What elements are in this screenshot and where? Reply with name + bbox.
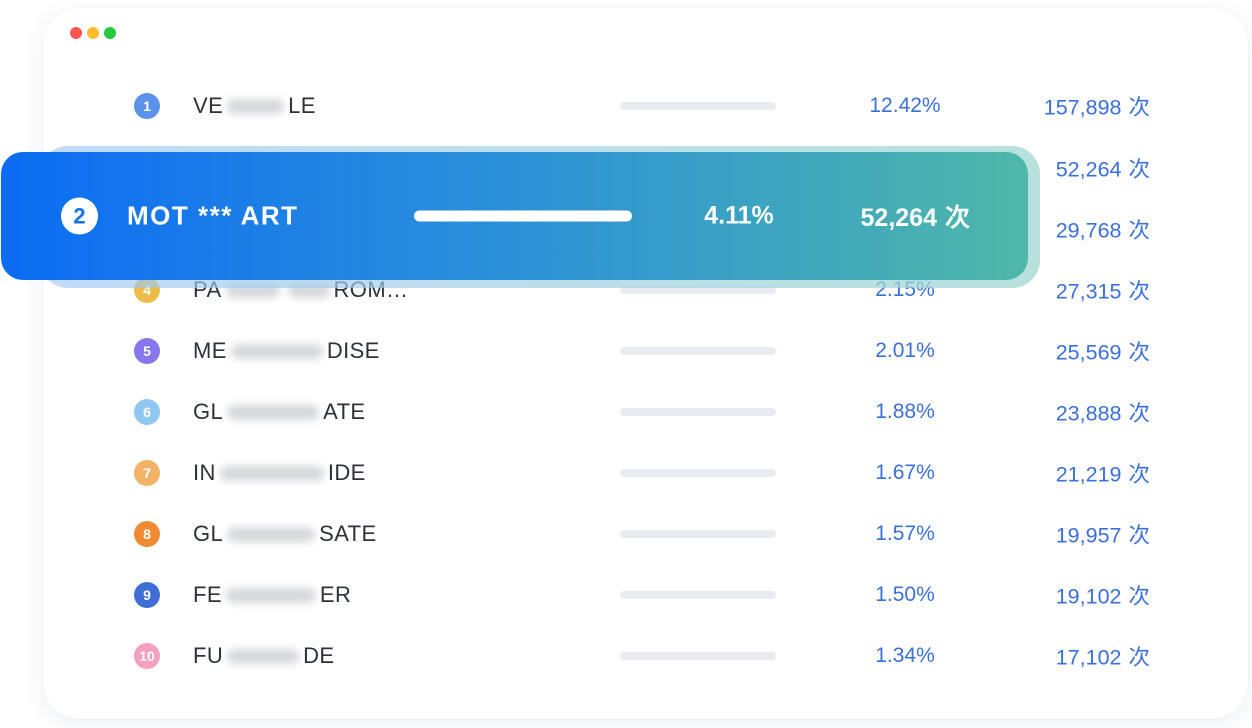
count-value: 17,102 次 [1055, 645, 1150, 670]
window-controls [70, 27, 116, 39]
app-window: 1 VE LE 12.42% 157,898 次 52,264 次 29,768 次 4… [43, 8, 1248, 719]
percent-value: 2.01% [875, 339, 935, 362]
list-item[interactable]: 9 FE ER 1.50% 19,102 次 [43, 577, 1248, 613]
rank-badge: 7 [134, 460, 160, 486]
keyword-label: GL SATE [193, 521, 377, 546]
count-value: 157,898 次 [1043, 95, 1150, 120]
count-value: 27,315 次 [1055, 279, 1150, 304]
keyword-label: FU DE [193, 643, 335, 668]
count-value: 25,569 次 [1055, 340, 1150, 365]
rank-badge: 1 [134, 93, 160, 119]
count-value: 29,768 次 [1055, 218, 1150, 243]
minimize-button[interactable] [87, 27, 99, 39]
rank-badge: 2 [61, 197, 98, 235]
percent-value: 4.11% [704, 201, 774, 230]
keyword-label: VE LE [193, 93, 316, 118]
count-value: 52,264 次 [1055, 157, 1150, 182]
list-item[interactable]: 29,768 次 [43, 211, 1248, 247]
list-item[interactable]: 8 GL SATE 1.57% 19,957 次 [43, 516, 1248, 552]
percent-value: 1.67% [875, 461, 935, 484]
count-value: 23,888 次 [1055, 401, 1150, 426]
progress-bar [414, 210, 632, 222]
rank-badge: 6 [134, 399, 160, 425]
count-value: 19,957 次 [1055, 523, 1150, 548]
count-value: 19,102 次 [1055, 584, 1150, 609]
rank-badge: 10 [134, 643, 160, 669]
keyword-label: MOT *** ART [127, 200, 299, 231]
percent-value: 1.88% [875, 400, 935, 423]
percent-value: 1.34% [875, 644, 935, 667]
progress-bar [620, 286, 776, 294]
progress-bar [620, 102, 776, 110]
progress-bar [620, 347, 776, 355]
zoom-button[interactable] [104, 27, 116, 39]
progress-bar [620, 530, 776, 538]
keyword-label: FE ER [193, 582, 352, 607]
count-value: 21,219 次 [1055, 462, 1150, 487]
percent-value: 1.50% [875, 583, 935, 606]
list-item[interactable]: 1 VE LE 12.42% 157,898 次 [43, 88, 1248, 124]
percent-value: 12.42% [869, 94, 941, 117]
rank-badge: 9 [134, 582, 160, 608]
count-unit: 次 [944, 204, 970, 232]
keyword-label: ME DISE [193, 338, 380, 363]
list-item[interactable]: 6 GL ATE 1.88% 23,888 次 [43, 394, 1248, 430]
list-item[interactable]: 52,264 次 [43, 150, 1248, 186]
list-item[interactable]: 10 FU DE 1.34% 17,102 次 [43, 638, 1248, 674]
rank-badge: 5 [134, 338, 160, 364]
progress-bar [620, 591, 776, 599]
highlighted-row-card[interactable]: 2 MOT *** ART 4.11% 52,264 次 [1, 152, 1028, 280]
rank-badge: 8 [134, 521, 160, 547]
progress-bar [620, 469, 776, 477]
list-item[interactable]: 5 ME DISE 2.01% 25,569 次 [43, 333, 1248, 369]
progress-bar [620, 408, 776, 416]
percent-value: 1.57% [875, 522, 935, 545]
progress-bar [620, 652, 776, 660]
keyword-label: IN IDE [193, 460, 366, 485]
close-button[interactable] [70, 27, 82, 39]
count-value: 52,264 次 [860, 204, 970, 232]
keyword-label: GL ATE [193, 399, 366, 424]
list-item[interactable]: 7 IN IDE 1.67% 21,219 次 [43, 455, 1248, 491]
